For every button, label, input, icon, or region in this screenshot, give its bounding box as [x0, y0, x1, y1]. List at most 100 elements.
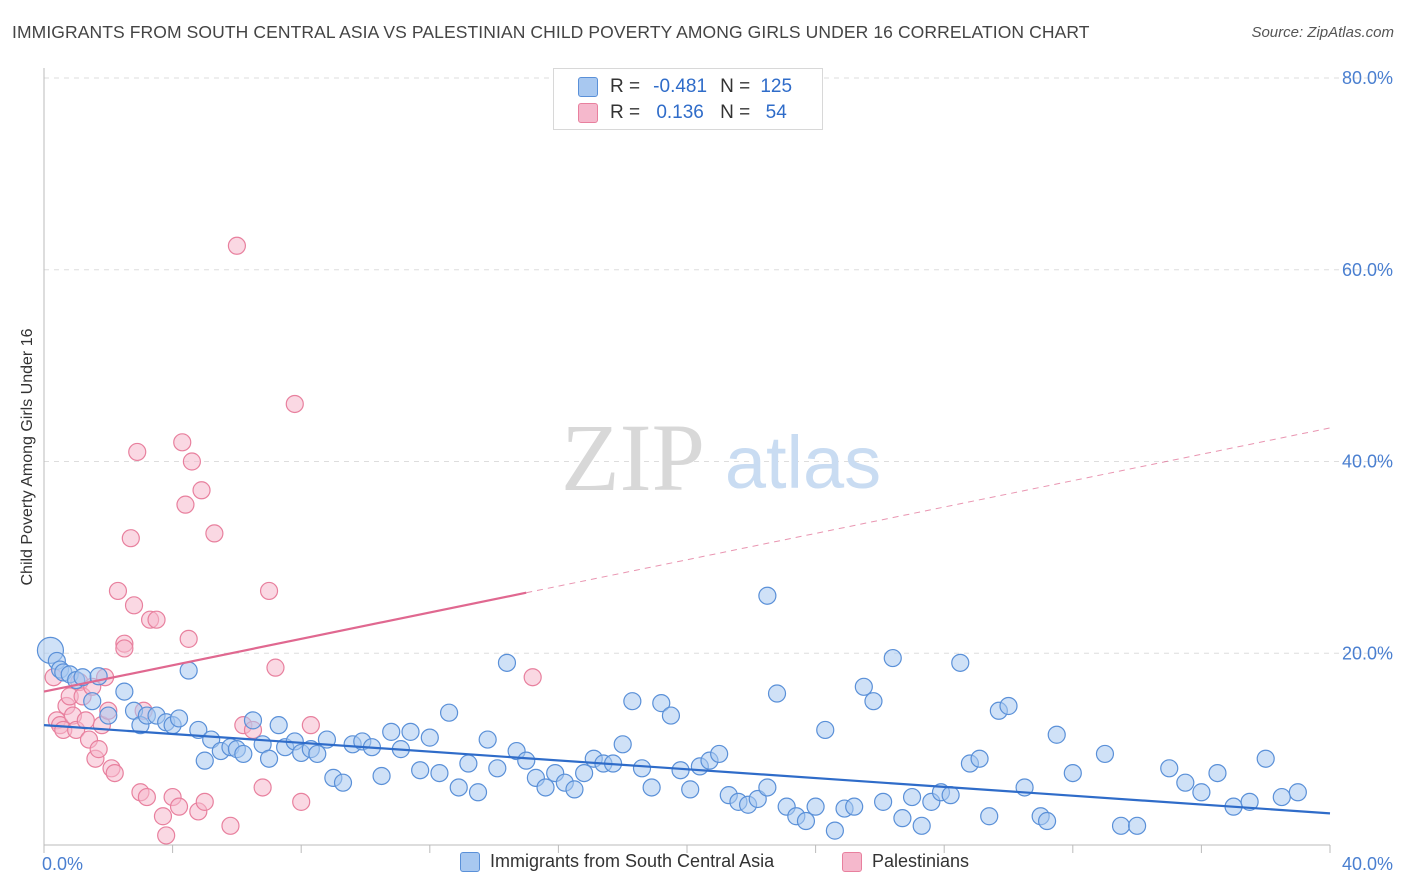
data-point	[420, 728, 439, 747]
data-point	[269, 716, 288, 735]
data-point	[517, 751, 536, 770]
y-tick-label: 60.0%	[1342, 260, 1393, 280]
data-point	[333, 773, 353, 792]
data-point	[536, 778, 555, 797]
data-point	[227, 236, 246, 255]
data-point	[401, 722, 420, 741]
source-label: Source: ZipAtlas.com	[1251, 24, 1394, 41]
stats-n-value: 125	[760, 76, 793, 97]
stats-n-label: N =	[720, 76, 751, 97]
data-point	[1037, 811, 1057, 831]
data-point	[285, 394, 304, 414]
data-point	[854, 677, 873, 696]
data-point	[902, 787, 922, 807]
south-central-asia-points	[36, 586, 1307, 840]
data-point	[259, 749, 279, 768]
trend-line-palestinians-extrapolated	[526, 427, 1331, 594]
data-point	[169, 797, 189, 816]
data-point	[411, 761, 430, 780]
stats-r-value: -0.481	[653, 76, 708, 97]
data-point	[459, 754, 478, 773]
stats-r-label: R =	[610, 76, 641, 97]
stats-swatch-pink	[578, 103, 598, 123]
data-point	[575, 763, 594, 783]
stats-n-label: N =	[720, 102, 751, 123]
data-point	[192, 481, 211, 500]
data-point	[681, 780, 700, 799]
data-point	[796, 811, 816, 831]
data-point	[147, 610, 166, 629]
axes	[43, 68, 1331, 853]
data-point	[874, 792, 893, 811]
data-point	[439, 703, 459, 722]
data-point	[182, 452, 201, 471]
data-point	[632, 759, 652, 778]
data-point	[449, 778, 468, 797]
data-point	[1272, 787, 1291, 807]
data-point	[941, 786, 960, 805]
tick-labels: 20.0% 40.0% 60.0% 80.0% 0.0% 40.0%	[42, 68, 1393, 874]
data-point	[137, 787, 156, 807]
data-point	[845, 797, 864, 816]
stats-r-label: R =	[610, 102, 641, 123]
data-point	[292, 792, 311, 811]
legend-item-palestinians[interactable]: Palestinians	[842, 851, 969, 872]
data-point	[623, 692, 642, 711]
data-point	[565, 780, 584, 799]
data-point	[767, 684, 787, 703]
data-point	[169, 709, 189, 728]
data-point	[372, 766, 391, 786]
data-point	[83, 692, 102, 711]
data-point	[661, 706, 681, 725]
data-point	[128, 442, 147, 462]
data-point	[999, 696, 1018, 716]
data-point	[912, 816, 931, 835]
data-point	[430, 763, 449, 783]
data-point	[179, 629, 198, 648]
y-tick-label: 40.0%	[1342, 452, 1393, 472]
data-point	[205, 524, 224, 543]
legend-label: Immigrants from South Central Asia	[490, 851, 775, 871]
data-point	[259, 581, 279, 601]
data-point	[153, 807, 173, 826]
data-point	[121, 529, 140, 548]
data-point	[382, 722, 401, 741]
trend-line-palestinians	[43, 591, 527, 693]
data-point	[105, 763, 124, 783]
data-point	[266, 658, 285, 677]
data-point	[234, 744, 253, 764]
legend-swatch-blue	[460, 851, 480, 872]
y-tick-label: 80.0%	[1342, 68, 1393, 88]
data-point	[99, 706, 118, 725]
data-point	[1111, 816, 1131, 835]
stats-row-blue: R = -0.481 N = 125	[578, 74, 802, 100]
data-point	[1047, 725, 1066, 744]
data-point	[195, 751, 214, 770]
data-point	[488, 759, 507, 778]
legend: Immigrants from South Central Asia Pales…	[0, 851, 1406, 877]
data-point	[308, 744, 327, 764]
data-point	[1192, 783, 1211, 802]
data-point	[221, 816, 240, 835]
data-point	[523, 668, 542, 687]
data-point	[710, 744, 729, 764]
data-point	[243, 711, 263, 730]
data-point	[951, 653, 970, 672]
data-point	[970, 749, 989, 768]
x-tick-label: 40.0%	[1342, 854, 1393, 874]
y-tick-label: 20.0%	[1342, 643, 1393, 663]
data-point	[652, 694, 671, 713]
data-point	[758, 586, 777, 605]
palestinians-points	[44, 236, 542, 845]
legend-item-south-central-asia[interactable]: Immigrants from South Central Asia	[460, 851, 774, 872]
stats-r-value: 0.136	[656, 102, 704, 123]
data-point	[1095, 744, 1115, 764]
stats-legend: R = -0.481 N = 125 R = 0.136 N = 54	[553, 68, 823, 130]
x-tick-label: 0.0%	[42, 854, 83, 874]
watermark-atlas: atlas	[725, 421, 881, 504]
data-point	[189, 720, 208, 740]
data-point	[1176, 773, 1195, 792]
legend-label: Palestinians	[872, 851, 970, 871]
data-point	[1127, 816, 1147, 835]
